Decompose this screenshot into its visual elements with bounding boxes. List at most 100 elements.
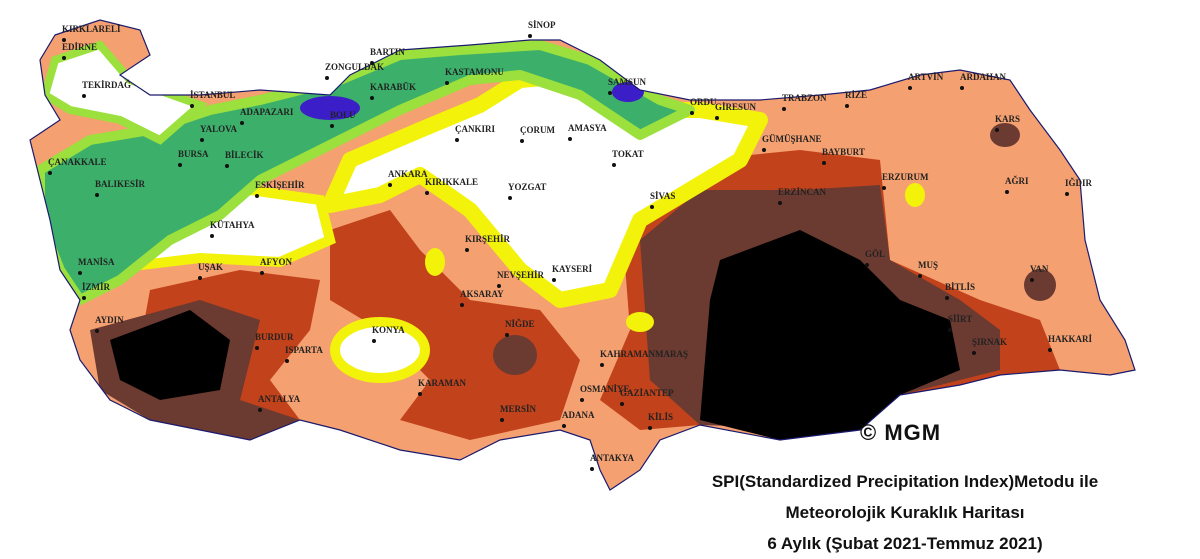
- city-label: ADAPAZARI: [240, 107, 294, 117]
- city-dot: [78, 271, 82, 275]
- city-label: KÜTAHYA: [210, 220, 255, 230]
- city-dot: [372, 339, 376, 343]
- city-dot: [715, 116, 719, 120]
- city-label: BİTLİS: [945, 282, 975, 292]
- city-dot: [608, 91, 612, 95]
- city-label: SİVAS: [650, 191, 675, 201]
- city-dot: [198, 276, 202, 280]
- city-dot: [762, 148, 766, 152]
- city-dot: [612, 163, 616, 167]
- city-label: VAN: [1030, 264, 1049, 274]
- city-dot: [568, 137, 572, 141]
- city-label: KARS: [995, 114, 1020, 124]
- city-dot: [418, 392, 422, 396]
- city-label: AMASYA: [568, 123, 607, 133]
- city-label: İSTANBUL: [190, 90, 235, 100]
- city-dot: [505, 333, 509, 337]
- city-label: GÜMÜŞHANE: [762, 134, 822, 144]
- city-dot: [62, 56, 66, 60]
- city-label: IĞDIR: [1065, 178, 1093, 188]
- city-label: TEKİRDAĞ: [82, 80, 131, 90]
- city-dot: [258, 408, 262, 412]
- city-label: ÇANAKKALE: [48, 157, 107, 167]
- title-line: 6 Aylık (Şubat 2021-Temmuz 2021): [767, 534, 1042, 553]
- city-dot: [95, 329, 99, 333]
- city-dot: [1005, 190, 1009, 194]
- city-label: TOKAT: [612, 149, 644, 159]
- city-dot: [225, 164, 229, 168]
- city-dot: [648, 426, 652, 430]
- city-dot: [178, 163, 182, 167]
- city-dot: [455, 138, 459, 142]
- city-label: SİNOP: [528, 20, 556, 30]
- city-label: TRABZON: [782, 93, 827, 103]
- city-label: ÇORUM: [520, 125, 555, 135]
- city-label: NİĞDE: [505, 319, 535, 329]
- city-label: ANKARA: [388, 169, 428, 179]
- city-dot: [552, 278, 556, 282]
- city-label: BURDUR: [255, 332, 294, 342]
- city-label: KARABÜK: [370, 82, 416, 92]
- city-dot: [190, 104, 194, 108]
- city-dot: [325, 76, 329, 80]
- city-dot: [62, 38, 66, 42]
- city-dot: [445, 81, 449, 85]
- city-label: ORDU: [690, 97, 717, 107]
- city-dot: [600, 363, 604, 367]
- city-labels: KIRKLARELİ EDİRNE TEKİRDAĞ İSTANBUL ZONGULDA…: [48, 20, 1093, 471]
- city-label: BOLU: [330, 110, 356, 120]
- city-dot: [285, 359, 289, 363]
- city-dot: [48, 171, 52, 175]
- city-dot: [508, 196, 512, 200]
- city-label: BAYBURT: [822, 147, 865, 157]
- city-dot: [497, 284, 501, 288]
- city-dot: [845, 104, 849, 108]
- city-dot: [370, 96, 374, 100]
- city-label: BİLECİK: [225, 150, 264, 160]
- city-label: HAKKARİ: [1048, 334, 1093, 344]
- city-dot: [918, 274, 922, 278]
- city-dot: [500, 418, 504, 422]
- city-label: MUŞ: [918, 260, 938, 270]
- city-dot: [908, 86, 912, 90]
- city-label: KAYSERİ: [552, 264, 593, 274]
- city-label: BALIKESİR: [95, 179, 146, 189]
- city-label: ARTVİN: [908, 72, 944, 82]
- city-label: KIRKLARELİ: [62, 24, 121, 34]
- city-label: KASTAMONU: [445, 67, 504, 77]
- city-dot: [590, 467, 594, 471]
- city-label: YALOVA: [200, 124, 238, 134]
- city-dot: [528, 34, 532, 38]
- city-dot: [945, 296, 949, 300]
- city-dot: [330, 124, 334, 128]
- city-dot: [1048, 348, 1052, 352]
- city-label: MERSİN: [500, 404, 537, 414]
- title-line: Meteorolojik Kuraklık Haritası: [785, 503, 1024, 522]
- city-dot: [200, 138, 204, 142]
- city-label: AKSARAY: [460, 289, 504, 299]
- city-dot: [580, 398, 584, 402]
- city-dot: [650, 205, 654, 209]
- city-dot: [255, 346, 259, 350]
- city-label: YOZGAT: [508, 182, 546, 192]
- city-label: ARDAHAN: [960, 72, 1006, 82]
- city-dot: [240, 121, 244, 125]
- city-dot: [210, 234, 214, 238]
- city-label: NEVŞEHİR: [497, 270, 545, 280]
- city-dot: [948, 328, 952, 332]
- city-label: İZMİR: [82, 282, 111, 292]
- city-label: ISPARTA: [285, 345, 323, 355]
- city-label: ANTAKYA: [590, 453, 635, 463]
- city-label: EDİRNE: [62, 42, 97, 52]
- city-label: KİLİS: [648, 412, 673, 422]
- city-dot: [882, 186, 886, 190]
- city-label: SAMSUN: [608, 77, 647, 87]
- city-dot: [690, 111, 694, 115]
- city-dot: [95, 193, 99, 197]
- city-label: KIRŞEHİR: [465, 234, 511, 244]
- city-label: ZONGULDAK: [325, 62, 384, 72]
- city-label: ESKİŞEHİR: [255, 180, 305, 190]
